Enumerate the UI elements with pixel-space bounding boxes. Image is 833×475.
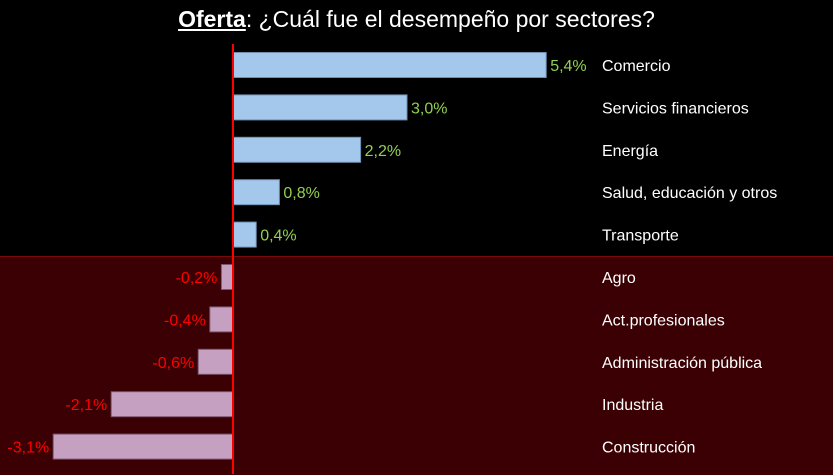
data-label: -0,2% (176, 270, 218, 287)
bar (110, 391, 234, 418)
category-label: Energía (602, 143, 658, 160)
category-label: Administración pública (602, 355, 762, 372)
data-label: -0,6% (152, 355, 194, 372)
category-label: Comercio (602, 58, 671, 75)
category-label: Construcción (602, 440, 695, 457)
bar (220, 264, 234, 290)
data-label: 5,4% (550, 58, 586, 75)
bar (232, 221, 257, 248)
bar (209, 306, 234, 333)
bar (232, 136, 362, 163)
bar (52, 433, 234, 460)
data-label: -0,4% (164, 312, 206, 329)
bar (232, 179, 280, 206)
data-label: 3,0% (411, 100, 447, 117)
data-label: 2,2% (365, 143, 401, 160)
bar (232, 94, 408, 121)
bar (232, 52, 547, 78)
category-label: Salud, educación y otros (602, 185, 777, 202)
data-label: 0,8% (283, 185, 319, 202)
category-label: Transporte (602, 228, 679, 245)
title-rest: : ¿Cuál fue el desempeño por sectores? (245, 6, 655, 32)
category-label: Industria (602, 397, 663, 414)
bar (197, 348, 234, 375)
title-bold: Oferta (178, 6, 246, 32)
chart-title: Oferta: ¿Cuál fue el desempeño por secto… (0, 6, 833, 33)
category-label: Act.profesionales (602, 312, 725, 329)
category-label: Servicios financieros (602, 100, 749, 117)
data-label: 0,4% (260, 228, 296, 245)
data-label: -3,1% (7, 440, 49, 457)
category-label: Agro (602, 270, 636, 287)
data-label: -2,1% (65, 397, 107, 414)
